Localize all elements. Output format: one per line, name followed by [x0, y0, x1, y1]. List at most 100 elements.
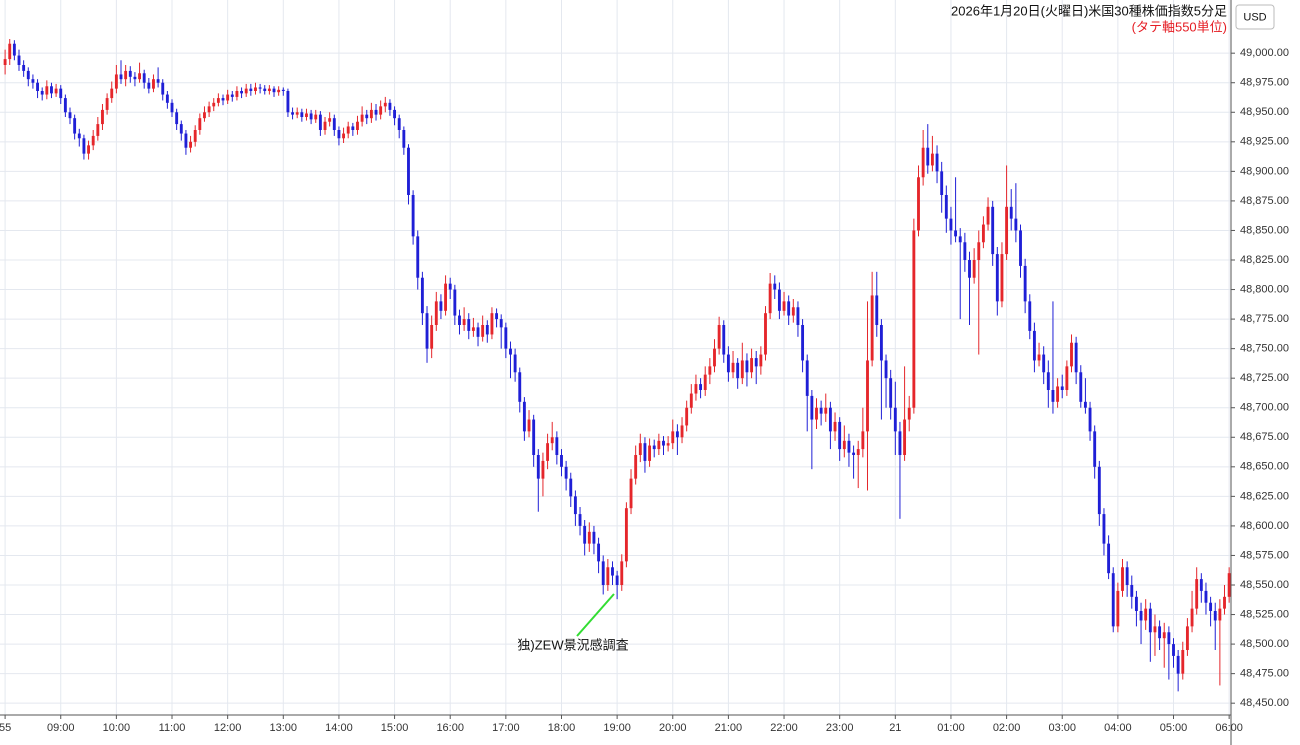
candle-body	[1121, 567, 1124, 591]
candle-body	[773, 283, 777, 290]
candle-body	[972, 260, 976, 278]
candle-body	[1195, 579, 1199, 609]
candle-body	[407, 147, 410, 195]
candle-body	[379, 106, 383, 115]
candle-body	[68, 112, 72, 119]
candle-body	[917, 177, 920, 231]
candle-body	[1158, 626, 1162, 639]
candle-body	[156, 79, 160, 83]
candle-body	[337, 130, 341, 139]
y-tick-label: 48,750.00	[1240, 343, 1289, 355]
candle-body	[921, 147, 925, 178]
candle-body	[717, 325, 721, 349]
candle-body	[198, 118, 202, 130]
candle-body	[1070, 342, 1073, 367]
candle-body	[476, 327, 480, 337]
x-tick-label: 18:00	[548, 722, 576, 734]
candle-body	[1125, 567, 1129, 585]
x-tick-label: 04:00	[1104, 722, 1132, 734]
candle-body	[453, 289, 457, 316]
candle-body	[722, 325, 726, 355]
x-tick-label: 19:00	[603, 722, 631, 734]
candle-body	[1060, 386, 1064, 390]
candle-body	[1107, 543, 1111, 574]
candle-body	[838, 421, 842, 450]
candle-body	[634, 455, 638, 479]
candle-body	[258, 87, 262, 89]
candle-body	[50, 86, 53, 94]
candle-body	[221, 98, 225, 101]
annotation-line	[576, 593, 615, 637]
candle-body	[926, 147, 930, 166]
candle-body	[124, 70, 128, 80]
candle-body	[77, 133, 81, 139]
candle-body	[842, 440, 846, 450]
candle-body	[73, 118, 77, 134]
candle-body	[578, 514, 582, 526]
candle-body	[105, 98, 109, 110]
y-tick-label: 48,850.00	[1240, 224, 1289, 236]
candle-body	[995, 254, 999, 302]
candle-body	[240, 91, 244, 94]
candle-body	[179, 124, 183, 134]
candle-body	[912, 230, 916, 408]
annotation: 独)ZEW景況感調査	[517, 637, 628, 652]
candle-body	[147, 82, 151, 89]
candle-body	[286, 91, 290, 113]
candle-body	[114, 74, 118, 89]
candle-body	[193, 130, 197, 142]
candle-body	[1093, 431, 1097, 467]
candle-body	[671, 431, 675, 444]
x-tick-label: 05:00	[1160, 722, 1188, 734]
candle-body	[1111, 573, 1115, 627]
y-tick-label: 48,525.00	[1240, 608, 1289, 620]
y-tick-label: 49,000.00	[1240, 47, 1289, 59]
candle-body	[666, 443, 670, 446]
candle-body	[782, 301, 786, 311]
candle-body	[1144, 608, 1148, 621]
candle-body	[36, 82, 39, 91]
candle-body	[230, 94, 234, 97]
candle-body	[342, 133, 346, 139]
candle-body	[300, 112, 304, 117]
candle-body	[17, 55, 21, 65]
candle-body	[212, 102, 216, 107]
candle-body	[1134, 596, 1138, 611]
y-tick-label: 48,475.00	[1240, 668, 1289, 680]
candle-body	[138, 73, 141, 80]
candle-body	[45, 86, 49, 95]
candle-body	[1065, 366, 1069, 390]
candle-body	[787, 301, 791, 316]
y-tick-label: 48,825.00	[1240, 254, 1289, 266]
candle-body	[810, 395, 814, 420]
candle-body	[1148, 608, 1152, 633]
candle-body	[805, 360, 809, 396]
candle-body	[1209, 602, 1213, 611]
y-tick-label: 48,900.00	[1240, 165, 1289, 177]
candle-body	[777, 289, 781, 311]
candle-body	[949, 218, 953, 231]
candle-body	[638, 443, 642, 455]
candle-body	[856, 449, 860, 455]
candle-body	[1213, 611, 1217, 621]
candle-body	[263, 88, 267, 91]
candle-body	[573, 496, 577, 515]
candle-body	[611, 567, 614, 576]
candle-body	[680, 425, 684, 438]
candle-body	[1005, 206, 1009, 255]
y-tick-label: 48,725.00	[1240, 372, 1289, 384]
candle-body	[870, 295, 874, 361]
y-tick-label: 48,500.00	[1240, 638, 1289, 650]
currency-label: USD	[1243, 11, 1266, 23]
candle-body	[142, 73, 146, 83]
candle-body	[615, 575, 619, 585]
x-tick-label: 02:00	[993, 722, 1021, 734]
candle-body	[430, 325, 434, 349]
candle-body	[1019, 230, 1022, 266]
candle-body	[893, 407, 897, 432]
candle-body	[267, 88, 271, 91]
candle-body	[662, 440, 665, 446]
candle-body	[968, 260, 971, 278]
candle-body	[801, 325, 805, 361]
